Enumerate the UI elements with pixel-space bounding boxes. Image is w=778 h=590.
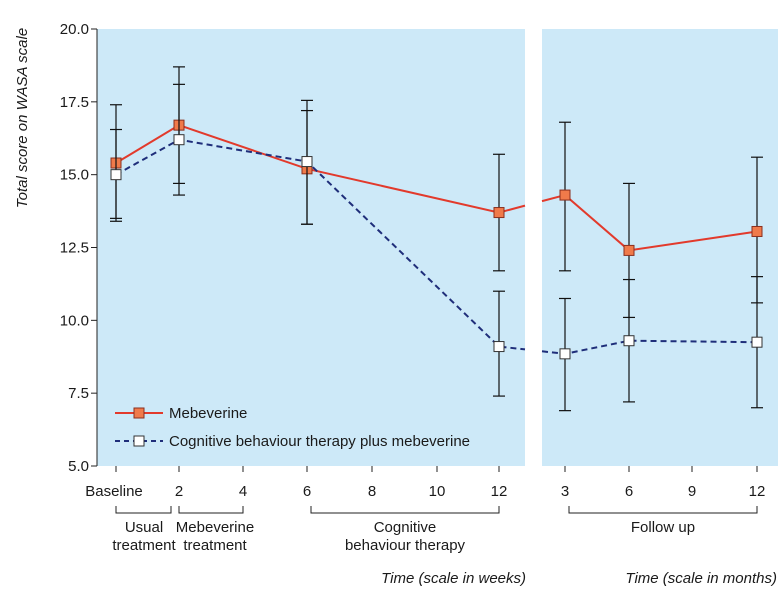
phase-label: Follow up — [631, 519, 695, 536]
data-point — [110, 169, 122, 181]
phase-label: Cognitive behaviour therapy — [345, 519, 466, 554]
x-tick-label: 4 — [239, 483, 247, 500]
y-axis: 5.0 7.5 10.0 12.5 15.0 17.5 20.0 — [60, 21, 98, 475]
data-point — [173, 134, 185, 146]
x-tick-label: 10 — [429, 483, 446, 500]
legend-mebeverine-marker — [133, 407, 145, 419]
data-point — [301, 156, 313, 168]
data-point — [623, 335, 635, 347]
x-axis-title-weeks: Time (scale in weeks) — [381, 570, 526, 587]
x-axis: Baseline 2 4 6 8 10 12 3 6 9 12 — [85, 466, 765, 500]
y-tick-label: 17.5 — [60, 94, 89, 111]
plot-area-months — [542, 29, 778, 466]
x-tick-label: 6 — [625, 483, 633, 500]
data-point — [623, 244, 635, 256]
phase-label: Mebeverine treatment — [176, 519, 254, 554]
legend-cbt: Cognitive behaviour therapy plus mebever… — [115, 433, 470, 450]
x-tick-label: Baseline — [85, 483, 143, 500]
x-tick-label: 9 — [688, 483, 696, 500]
x-tick-label: 2 — [175, 483, 183, 500]
data-point — [559, 348, 571, 360]
phase-bracket — [115, 506, 172, 514]
data-point — [493, 207, 505, 219]
legend-mebeverine: Mebeverine — [115, 405, 247, 422]
x-tick-label: 6 — [303, 483, 311, 500]
data-point — [493, 341, 505, 353]
y-tick-label: 12.5 — [60, 240, 89, 257]
legend: Mebeverine Cognitive behaviour therapy p… — [115, 405, 470, 450]
phase-label: Usual treatment — [112, 519, 176, 554]
x-tick-label: 12 — [749, 483, 766, 500]
series-cbt — [110, 83, 763, 412]
legend-cbt-label: Cognitive behaviour therapy plus mebever… — [169, 433, 470, 450]
phase-bracket — [178, 506, 244, 514]
data-point — [559, 189, 571, 201]
legend-mebeverine-label: Mebeverine — [169, 405, 247, 422]
y-tick-label: 10.0 — [60, 312, 89, 329]
x-tick-label: 3 — [561, 483, 569, 500]
data-point — [751, 336, 763, 348]
y-axis-title: Total score on WASA scale — [14, 28, 31, 208]
legend-cbt-marker — [133, 435, 145, 447]
y-tick-label: 5.0 — [68, 458, 89, 475]
plot-area-weeks — [97, 29, 525, 466]
y-tick-label: 15.0 — [60, 167, 89, 184]
phase-bracket — [310, 506, 500, 514]
x-axis-title-months: Time (scale in months) — [625, 570, 777, 587]
series-layer — [110, 66, 763, 412]
x-tick-label: 12 — [491, 483, 508, 500]
y-tick-label: 20.0 — [60, 21, 89, 38]
phase-bracket — [568, 506, 758, 514]
data-point — [751, 225, 763, 237]
x-tick-label: 8 — [368, 483, 376, 500]
y-tick-label: 7.5 — [68, 385, 89, 402]
